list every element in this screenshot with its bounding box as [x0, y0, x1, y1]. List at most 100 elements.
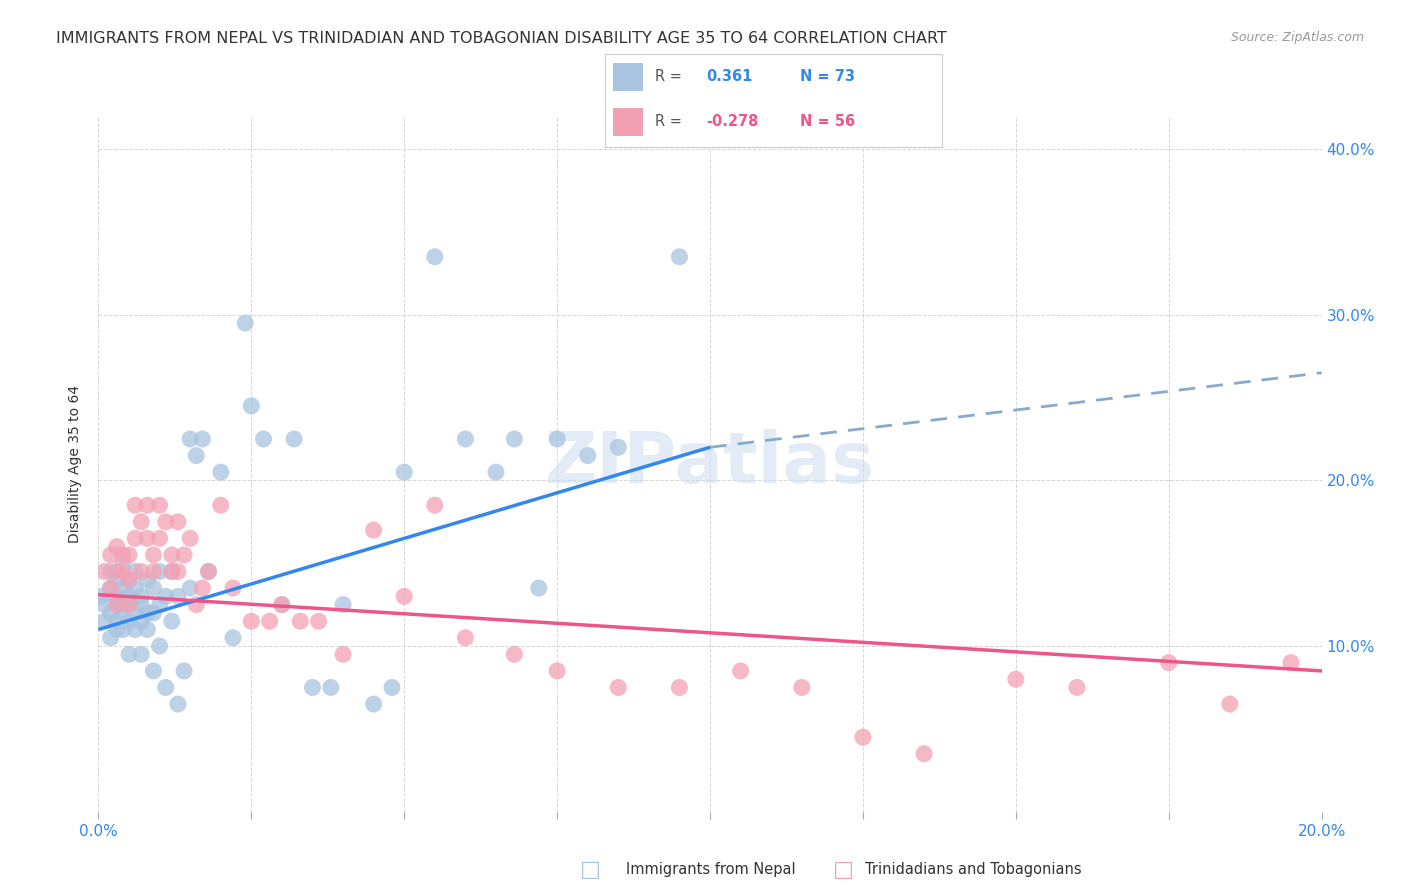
Text: -0.278: -0.278 [706, 114, 758, 129]
Point [179, 532, 201, 546]
Point [179, 432, 201, 446]
Point [173, 664, 195, 678]
Point [1279, 656, 1302, 670]
Point [160, 548, 183, 562]
Point [503, 432, 526, 446]
Point [118, 573, 141, 587]
Point [136, 573, 159, 587]
Point [124, 623, 146, 637]
Point [118, 648, 141, 662]
Point [790, 681, 813, 695]
Point [142, 581, 165, 595]
Point [149, 498, 172, 512]
Text: ZIPatlas: ZIPatlas [546, 429, 875, 499]
Point [197, 565, 219, 579]
Point [222, 581, 245, 595]
Point [160, 565, 183, 579]
Point [129, 515, 152, 529]
Point [381, 681, 404, 695]
Point [607, 681, 630, 695]
Text: N = 73: N = 73 [800, 70, 855, 85]
Point [129, 565, 152, 579]
Point [186, 598, 208, 612]
Point [100, 581, 122, 595]
Point [392, 590, 416, 604]
Point [173, 548, 195, 562]
Text: N = 56: N = 56 [800, 114, 855, 129]
Point [363, 523, 385, 537]
Point [142, 565, 165, 579]
Point [209, 498, 232, 512]
Point [668, 681, 690, 695]
Point [167, 590, 190, 604]
Text: Trinidadians and Tobagonians: Trinidadians and Tobagonians [865, 863, 1081, 877]
Point [90, 590, 112, 604]
Point [167, 565, 190, 579]
Point [527, 581, 550, 595]
Point [118, 573, 141, 587]
Point [546, 664, 568, 678]
Point [1157, 656, 1180, 670]
Point [1219, 697, 1241, 711]
Point [155, 681, 177, 695]
Text: Source: ZipAtlas.com: Source: ZipAtlas.com [1230, 31, 1364, 45]
Point [124, 581, 146, 595]
Point [167, 515, 190, 529]
Point [118, 548, 141, 562]
Point [124, 606, 146, 620]
Point [93, 598, 115, 612]
Point [111, 556, 134, 570]
Text: □: □ [581, 860, 600, 880]
Point [136, 532, 159, 546]
Point [111, 565, 134, 579]
Point [100, 606, 122, 620]
Point [105, 590, 128, 604]
Point [149, 598, 172, 612]
Point [142, 548, 165, 562]
Point [485, 465, 508, 479]
FancyBboxPatch shape [613, 63, 644, 91]
Point [423, 498, 446, 512]
FancyBboxPatch shape [613, 108, 644, 136]
Point [423, 250, 446, 264]
Point [136, 606, 159, 620]
Point [454, 432, 477, 446]
Point [197, 565, 219, 579]
Point [124, 498, 146, 512]
Point [301, 681, 323, 695]
Point [1066, 681, 1088, 695]
Point [668, 250, 690, 264]
Point [160, 565, 183, 579]
Point [209, 465, 232, 479]
Point [167, 697, 190, 711]
Point [576, 449, 599, 463]
Text: Immigrants from Nepal: Immigrants from Nepal [626, 863, 796, 877]
Point [454, 631, 477, 645]
Text: 0.361: 0.361 [706, 70, 752, 85]
Text: R =: R = [655, 114, 686, 129]
Point [118, 590, 141, 604]
Point [252, 432, 274, 446]
Point [105, 598, 128, 612]
Point [546, 432, 568, 446]
Point [222, 631, 245, 645]
Point [332, 598, 354, 612]
Point [118, 614, 141, 628]
Point [129, 598, 152, 612]
Point [111, 623, 134, 637]
Point [283, 432, 305, 446]
Point [259, 614, 281, 628]
Point [1004, 672, 1026, 686]
Point [270, 598, 292, 612]
Point [142, 606, 165, 620]
Point [319, 681, 342, 695]
Point [730, 664, 752, 678]
Point [124, 565, 146, 579]
Text: □: □ [834, 860, 853, 880]
Point [149, 565, 172, 579]
Point [179, 581, 201, 595]
Point [105, 623, 128, 637]
Point [111, 548, 134, 562]
Point [392, 465, 416, 479]
Point [155, 590, 177, 604]
